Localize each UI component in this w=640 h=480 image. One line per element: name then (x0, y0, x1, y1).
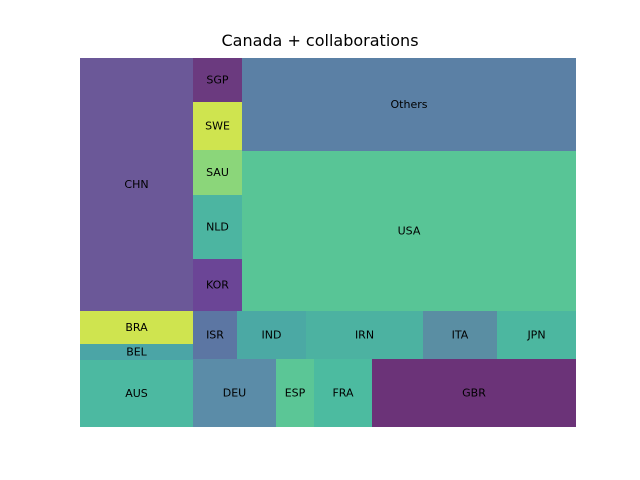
tile-usa (242, 151, 576, 311)
tile-ita (423, 311, 497, 359)
tile-label-jpn: JPN (526, 329, 545, 342)
tile-isr (193, 311, 237, 359)
tile-label-kor: KOR (206, 279, 229, 292)
tile-esp (276, 359, 314, 427)
tile-label-bel: BEL (126, 346, 147, 359)
tile-swe (193, 102, 242, 150)
tile-jpn (497, 311, 576, 359)
tile-deu (193, 359, 276, 427)
tile-label-bra: BRA (125, 321, 148, 334)
tile-nld (193, 195, 242, 259)
tile-label-ita: ITA (452, 329, 469, 342)
tile-label-deu: DEU (223, 387, 246, 400)
tile-irn (306, 311, 423, 359)
tile-label-esp: ESP (285, 387, 306, 400)
tile-label-nld: NLD (206, 221, 229, 234)
tile-fra (314, 359, 372, 427)
tile-label-sgp: SGP (206, 74, 229, 87)
tile-gbr (372, 359, 576, 427)
tile-label-chn: CHN (124, 178, 148, 191)
tile-sau (193, 150, 242, 195)
tile-label-gbr: GBR (462, 387, 486, 400)
tile-label-swe: SWE (205, 120, 230, 133)
tile-label-fra: FRA (332, 387, 354, 400)
tile-bel (80, 344, 193, 360)
tile-label-aus: AUS (125, 387, 148, 400)
tile-label-usa: USA (398, 225, 421, 238)
tile-label-ind: IND (262, 329, 282, 342)
tile-label-isr: ISR (206, 329, 224, 342)
tile-chn (80, 58, 193, 311)
tile-bra (80, 311, 193, 344)
tile-others (242, 58, 576, 151)
tile-aus (80, 360, 193, 427)
tile-kor (193, 259, 242, 311)
tile-ind (237, 311, 306, 359)
tile-label-irn: IRN (355, 329, 374, 342)
tile-label-sau: SAU (206, 166, 229, 179)
chart-title: Canada + collaborations (221, 31, 419, 50)
tile-sgp (193, 58, 242, 102)
tile-label-others: Others (391, 98, 428, 111)
